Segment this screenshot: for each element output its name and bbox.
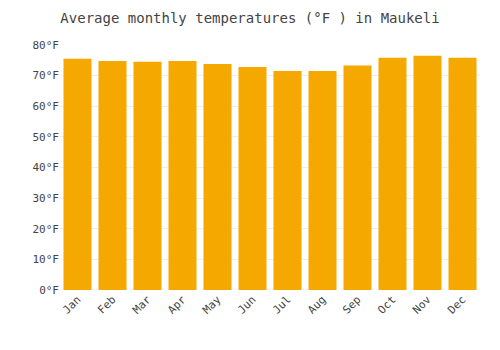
svg-text:Nov: Nov bbox=[410, 293, 434, 317]
svg-text:Jun: Jun bbox=[235, 293, 258, 316]
svg-text:Mar: Mar bbox=[130, 293, 154, 317]
svg-text:10°F: 10°F bbox=[33, 253, 60, 266]
svg-text:60°F: 60°F bbox=[33, 100, 60, 113]
svg-text:0°F: 0°F bbox=[39, 284, 59, 297]
svg-text:20°F: 20°F bbox=[33, 223, 60, 236]
svg-text:Aug: Aug bbox=[305, 293, 328, 316]
svg-text:Dec: Dec bbox=[445, 293, 468, 316]
svg-text:Sep: Sep bbox=[340, 293, 363, 316]
svg-text:Feb: Feb bbox=[95, 293, 118, 316]
svg-text:Jul: Jul bbox=[270, 293, 293, 316]
svg-text:Average monthly temperatures (: Average monthly temperatures (°F ) in Ma… bbox=[60, 10, 439, 26]
svg-text:Oct: Oct bbox=[375, 293, 398, 316]
svg-text:50°F: 50°F bbox=[33, 131, 60, 144]
svg-text:Apr: Apr bbox=[165, 293, 189, 317]
svg-text:30°F: 30°F bbox=[33, 192, 60, 205]
svg-text:Jan: Jan bbox=[60, 293, 83, 316]
svg-text:40°F: 40°F bbox=[33, 161, 60, 174]
svg-text:May: May bbox=[200, 293, 224, 317]
svg-text:70°F: 70°F bbox=[33, 69, 60, 82]
svg-text:80°F: 80°F bbox=[33, 39, 60, 52]
